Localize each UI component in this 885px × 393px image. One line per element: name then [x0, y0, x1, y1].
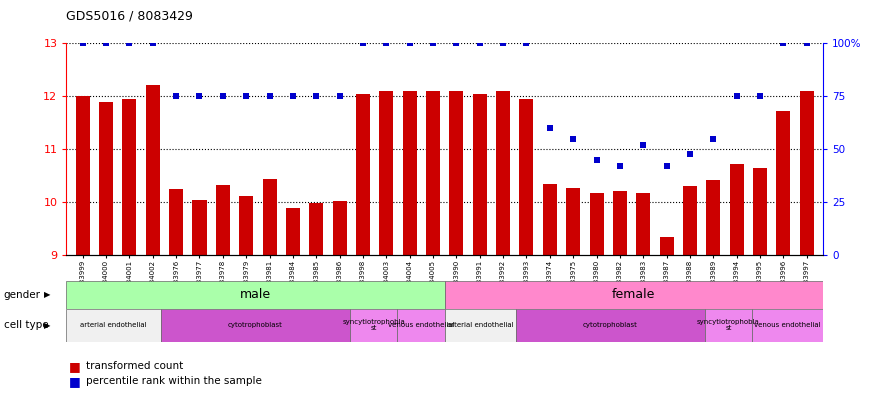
Bar — [66, 309, 161, 342]
Bar — [263, 178, 276, 255]
Bar — [800, 91, 813, 255]
Text: syncytiotrophobla
st: syncytiotrophobla st — [342, 319, 405, 331]
Bar — [397, 309, 444, 342]
Bar — [659, 237, 673, 255]
Bar — [704, 309, 752, 342]
Text: female: female — [612, 288, 656, 301]
Point — [636, 142, 650, 148]
Bar — [146, 84, 160, 255]
Point — [496, 40, 510, 46]
Point — [122, 40, 136, 46]
Bar — [496, 91, 510, 255]
Point — [519, 40, 534, 46]
Point — [729, 93, 743, 99]
Text: syncytiotrophobla
st: syncytiotrophobla st — [697, 319, 760, 331]
Bar — [122, 99, 136, 255]
Bar — [76, 96, 89, 255]
Text: percentile rank within the sample: percentile rank within the sample — [86, 376, 262, 386]
Text: arterial endothelial: arterial endothelial — [447, 322, 513, 328]
Point — [239, 93, 253, 99]
Bar — [66, 281, 444, 309]
Bar — [519, 99, 534, 255]
Bar — [380, 91, 393, 255]
Point — [612, 163, 627, 169]
Bar — [403, 91, 417, 255]
Text: venous endothelial: venous endothelial — [388, 322, 454, 328]
Text: ▶: ▶ — [44, 321, 50, 330]
Bar — [776, 111, 790, 255]
Text: transformed count: transformed count — [86, 361, 183, 371]
Point — [263, 93, 277, 99]
Bar — [566, 187, 581, 255]
Point — [450, 40, 464, 46]
Point — [800, 40, 814, 46]
Point — [473, 40, 487, 46]
Point — [192, 93, 206, 99]
Point — [753, 93, 767, 99]
Bar — [350, 309, 397, 342]
Text: ▶: ▶ — [44, 290, 50, 299]
Point — [333, 93, 347, 99]
Bar — [169, 189, 183, 255]
Point — [380, 40, 394, 46]
Point — [706, 136, 720, 142]
Bar — [753, 168, 767, 255]
Text: cell type: cell type — [4, 320, 48, 330]
Bar — [444, 281, 823, 309]
Point — [286, 93, 300, 99]
Bar — [356, 94, 370, 255]
Bar — [426, 91, 440, 255]
Point — [426, 40, 440, 46]
Bar — [309, 204, 323, 255]
Text: cytotrophoblast: cytotrophoblast — [228, 322, 283, 328]
Bar — [286, 208, 300, 255]
Text: GDS5016 / 8083429: GDS5016 / 8083429 — [66, 10, 193, 23]
Point — [776, 40, 790, 46]
Bar — [636, 193, 650, 255]
Bar — [683, 186, 697, 255]
Bar — [752, 309, 823, 342]
Bar — [99, 101, 113, 255]
Bar — [589, 193, 604, 255]
Bar — [729, 164, 743, 255]
Point — [543, 125, 557, 131]
Bar — [612, 191, 627, 255]
Text: gender: gender — [4, 290, 41, 300]
Text: ■: ■ — [69, 375, 81, 388]
Text: ■: ■ — [69, 360, 81, 373]
Bar — [516, 309, 704, 342]
Point — [75, 40, 89, 46]
Bar — [473, 94, 487, 255]
Bar — [706, 180, 720, 255]
Text: male: male — [240, 288, 271, 301]
Bar — [193, 200, 206, 255]
Point — [169, 93, 183, 99]
Bar — [450, 91, 464, 255]
Text: venous endothelial: venous endothelial — [754, 322, 821, 328]
Point — [403, 40, 417, 46]
Point — [216, 93, 230, 99]
Point — [309, 93, 323, 99]
Bar — [239, 196, 253, 255]
Bar — [216, 185, 230, 255]
Text: cytotrophoblast: cytotrophoblast — [583, 322, 638, 328]
Point — [683, 151, 697, 157]
Point — [659, 163, 673, 169]
Bar — [543, 184, 557, 255]
Bar — [161, 309, 350, 342]
Bar — [444, 309, 516, 342]
Point — [99, 40, 113, 46]
Point — [566, 136, 581, 142]
Text: arterial endothelial: arterial endothelial — [81, 322, 147, 328]
Point — [589, 157, 604, 163]
Point — [356, 40, 370, 46]
Point — [146, 40, 160, 46]
Bar — [333, 201, 347, 255]
